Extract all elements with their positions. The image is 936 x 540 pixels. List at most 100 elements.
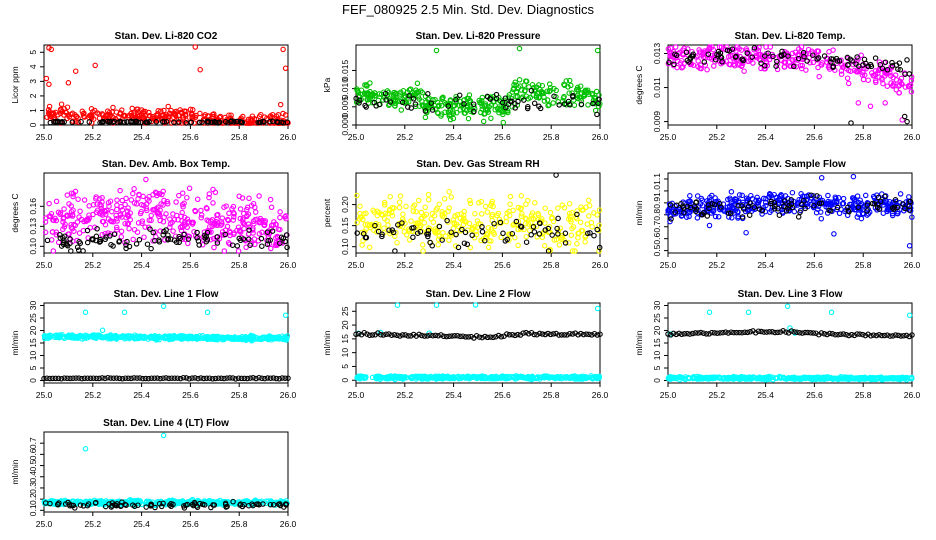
data-point (84, 333, 90, 339)
data-point (461, 101, 467, 107)
data-point (70, 193, 76, 200)
data-point (270, 502, 277, 508)
data-point (218, 375, 224, 382)
data-point (148, 501, 154, 508)
data-point (416, 331, 422, 338)
data-point (244, 213, 250, 220)
data-point (408, 333, 414, 339)
data-point (575, 86, 581, 93)
data-point (562, 240, 569, 246)
data-point (99, 231, 105, 238)
data-point (893, 87, 900, 93)
data-point (75, 119, 82, 125)
plot-frame (355, 172, 601, 254)
data-point (77, 240, 84, 246)
data-point (457, 215, 464, 222)
data-point (549, 232, 555, 238)
data-point (686, 59, 692, 65)
series-main (665, 173, 915, 249)
data-point (158, 108, 164, 114)
x-tick-label: 25.0 (348, 132, 365, 142)
data-point (743, 229, 749, 236)
data-point (844, 75, 851, 81)
data-point (906, 333, 913, 340)
data-point (727, 375, 734, 382)
data-point (170, 228, 176, 234)
data-point (597, 331, 603, 337)
data-point (262, 375, 268, 382)
data-point (684, 330, 690, 337)
data-point (751, 45, 758, 51)
y-tick-label: 5 (28, 365, 38, 370)
data-point (585, 197, 592, 204)
data-point (148, 217, 154, 224)
data-point (844, 54, 851, 61)
x-tick-label: 25.6 (806, 132, 823, 142)
data-point (435, 333, 441, 339)
data-point (805, 329, 811, 336)
data-point (86, 119, 93, 125)
data-point (894, 375, 901, 382)
data-point (268, 245, 274, 252)
data-point (801, 197, 807, 204)
data-point (787, 325, 793, 331)
data-point (454, 332, 461, 339)
data-point (461, 208, 467, 215)
data-point (364, 221, 371, 227)
data-point (383, 331, 389, 338)
y-axis-label: kPa (322, 77, 332, 92)
data-point (125, 375, 131, 382)
x-tick-label: 26.0 (280, 390, 297, 400)
data-point (383, 97, 389, 103)
series-main (353, 45, 603, 126)
data-point (393, 229, 399, 236)
data-point (500, 230, 506, 237)
data-point (111, 231, 118, 237)
data-point (706, 205, 712, 212)
data-point (535, 212, 542, 218)
data-point (356, 373, 363, 380)
data-point (107, 112, 114, 118)
data-point (139, 220, 145, 226)
data-point (180, 374, 187, 381)
data-point (683, 49, 690, 56)
data-point (715, 48, 722, 55)
data-point (197, 110, 203, 117)
data-point (59, 118, 65, 125)
data-point (484, 230, 491, 236)
data-point (774, 375, 781, 381)
data-point (506, 231, 512, 237)
data-point (419, 332, 425, 339)
data-point (570, 94, 576, 100)
data-point (872, 55, 879, 61)
data-point (237, 228, 243, 234)
data-point (695, 64, 701, 70)
data-point (103, 207, 110, 214)
data-point (546, 81, 553, 87)
data-point (387, 99, 394, 105)
data-point (215, 499, 222, 505)
data-point (119, 375, 126, 382)
data-point (728, 329, 734, 335)
data-point (446, 333, 452, 340)
data-point (421, 220, 428, 226)
data-point (211, 244, 217, 251)
data-point (742, 329, 748, 336)
data-point (47, 213, 54, 219)
data-point (536, 231, 543, 237)
data-point (897, 67, 904, 73)
y-tick-label: 5 (28, 50, 38, 55)
data-point (515, 204, 522, 211)
y-tick-label: 0.8 (652, 209, 662, 221)
data-point (446, 205, 452, 211)
data-point (183, 113, 189, 119)
data-point (686, 199, 693, 205)
data-point (144, 119, 151, 126)
data-point (79, 108, 86, 115)
data-point (208, 119, 214, 125)
data-point (197, 119, 203, 126)
data-point (157, 228, 164, 234)
data-point (133, 335, 140, 342)
data-point (813, 330, 819, 336)
data-point (798, 65, 805, 72)
